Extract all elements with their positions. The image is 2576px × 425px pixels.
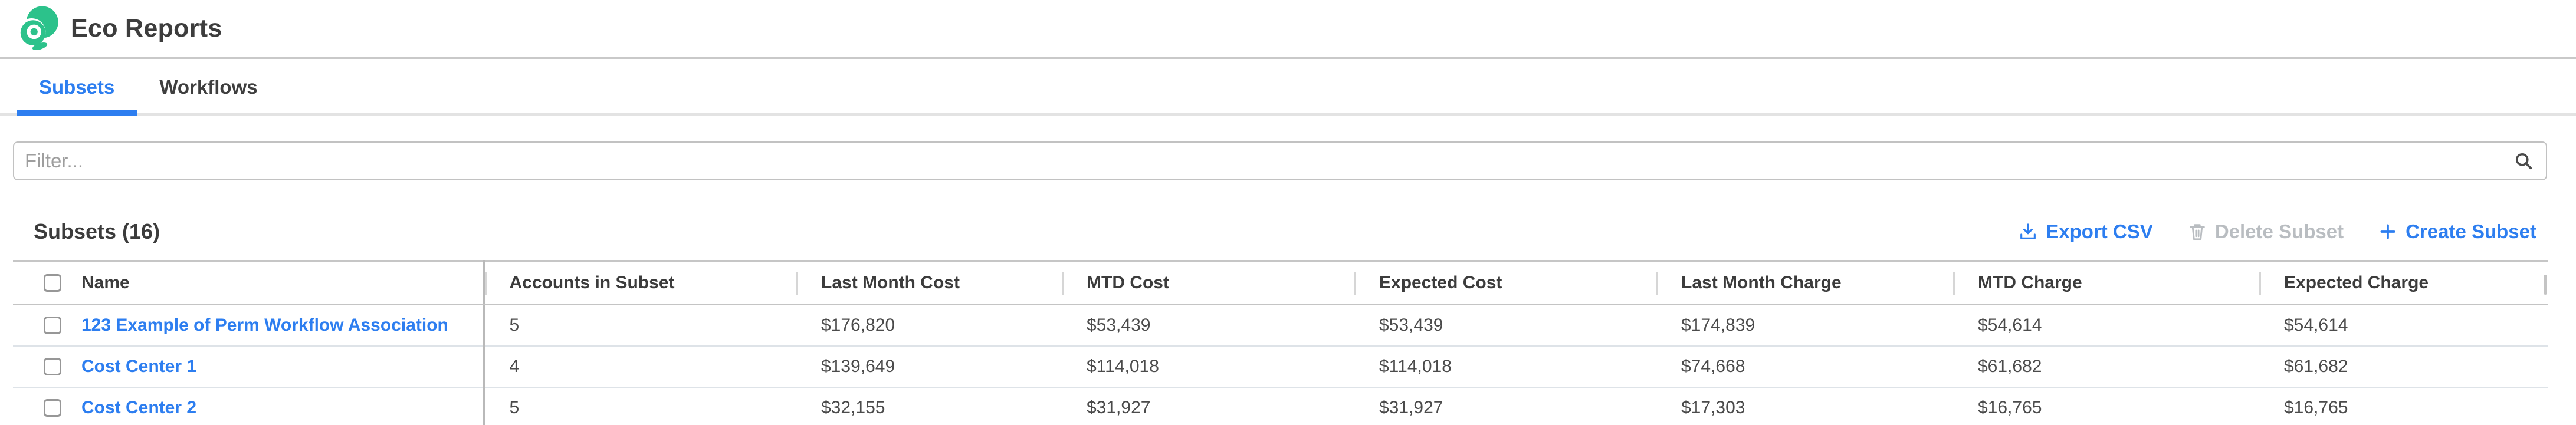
cell-last_month_charge: $17,303 [1656,387,1953,425]
search-icon[interactable] [2513,150,2534,172]
column-header-name[interactable]: Name [13,261,485,305]
table-scrollbar-thumb[interactable] [2544,275,2547,295]
column-header-1[interactable]: Accounts in Subset [484,261,796,305]
column-header-3[interactable]: MTD Cost [1062,261,1354,305]
row-checkbox[interactable] [44,358,61,375]
cell-expected_charge: $61,682 [2259,346,2548,388]
tab-bar: Subsets Workflows [0,61,2576,116]
tab-workflows[interactable]: Workflows [137,61,280,113]
eco-logo-icon [17,5,58,50]
plus-icon [2380,224,2395,239]
trash-icon [2190,224,2205,240]
cell-expected_charge: $16,765 [2259,387,2548,425]
select-all-checkbox[interactable] [44,274,61,292]
subset-link[interactable]: Cost Center 1 [81,357,197,376]
cell-mtd_cost: $31,927 [1062,387,1354,425]
table-row: 123 Example of Perm Workflow Association… [13,304,2548,347]
tab-workflows-label: Workflows [159,75,258,98]
name-cell: 123 Example of Perm Workflow Association [13,304,485,347]
column-header-2[interactable]: Last Month Cost [796,261,1062,305]
column-header-4[interactable]: Expected Cost [1354,261,1656,305]
cell-last_month_charge: $174,839 [1656,304,1953,347]
column-header-6[interactable]: MTD Charge [1953,261,2259,305]
table-row: Cost Center 1 4 $139,649 $114,018 $114,018 $… [13,346,2548,388]
cell-mtd_cost: $53,439 [1062,304,1354,347]
row-checkbox[interactable] [44,399,61,417]
delete-subset-button: Delete Subset [2187,220,2344,243]
name-cell: Cost Center 2 [13,387,485,425]
filter-input[interactable] [13,141,2547,180]
list-toolbar: Subsets (16) Export CSV Delete Subset Cr… [34,216,2536,248]
cell-last_month_cost: $139,649 [796,346,1062,388]
cell-expected_cost: $114,018 [1354,346,1656,388]
cell-last_month_cost: $176,820 [796,304,1062,347]
cell-accounts: 4 [484,346,796,388]
cell-mtd_charge: $61,682 [1953,346,2259,388]
row-checkbox[interactable] [44,317,61,334]
tab-subsets-label: Subsets [39,75,115,98]
create-subset-button[interactable]: Create Subset [2378,220,2536,243]
cell-last_month_cost: $32,155 [796,387,1062,425]
cell-accounts: 5 [484,387,796,425]
export-csv-label: Export CSV [2046,220,2153,242]
page-title: Eco Reports [71,14,222,42]
column-header-7[interactable]: Expected Charge [2259,261,2548,305]
table-header-row: Name Accounts in Subset Last Month Cost MT… [13,261,2548,305]
filter-bar [13,141,2547,180]
export-csv-button[interactable]: Export CSV [2018,220,2153,243]
app-header: Eco Reports [0,0,2576,59]
table-row: Cost Center 2 5 $32,155 $31,927 $31,927 $17,… [13,387,2548,425]
cell-expected_cost: $31,927 [1354,387,1656,425]
cell-last_month_charge: $74,668 [1656,346,1953,388]
cell-expected_cost: $53,439 [1354,304,1656,347]
column-header-5[interactable]: Last Month Charge [1656,261,1953,305]
cell-mtd_charge: $16,765 [1953,387,2259,425]
cell-expected_charge: $54,614 [2259,304,2548,347]
cell-mtd_charge: $54,614 [1953,304,2259,347]
tab-subsets[interactable]: Subsets [17,61,137,116]
download-icon [2020,223,2036,239]
name-cell: Cost Center 1 [13,346,485,388]
subset-link[interactable]: Cost Center 2 [81,398,197,417]
subsets-table: Name Accounts in Subset Last Month Cost MT… [13,260,2548,425]
cell-mtd_cost: $114,018 [1062,346,1354,388]
cell-accounts: 5 [484,304,796,347]
subsets-count-heading: Subsets (16) [34,219,160,243]
name-column-label: Name [81,272,130,292]
subset-link[interactable]: 123 Example of Perm Workflow Association [81,315,448,335]
toolbar-actions: Export CSV Delete Subset Create Subset [2018,220,2536,243]
create-subset-label: Create Subset [2406,220,2536,242]
delete-subset-label: Delete Subset [2214,220,2344,242]
